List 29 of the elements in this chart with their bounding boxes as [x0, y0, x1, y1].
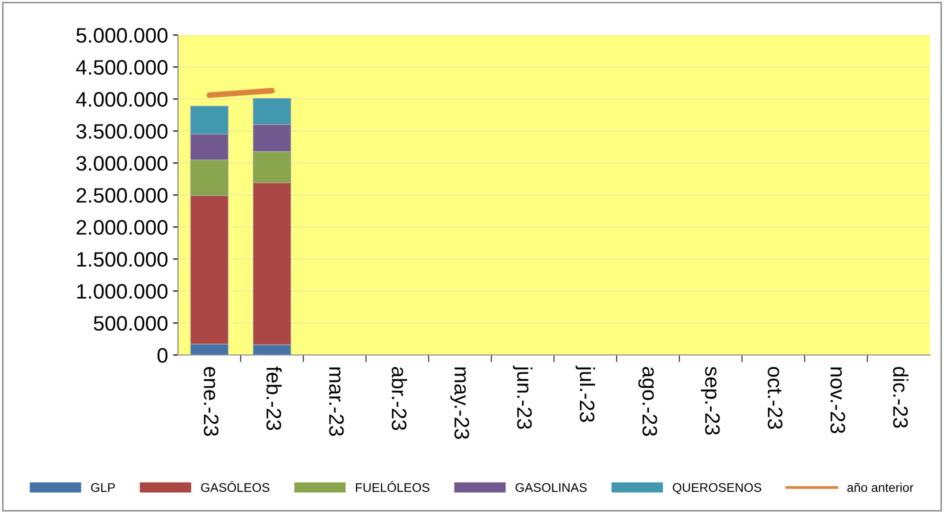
- y-tick-label: 0: [158, 348, 168, 363]
- legend-label: GASOLINAS: [516, 483, 587, 492]
- x-tick-label: dic.-23: [893, 366, 908, 428]
- legend-label: FUELÓLEOS: [356, 480, 430, 492]
- y-tick-label: 5.000.000: [76, 28, 168, 43]
- x-tick-label: ene.-23: [204, 366, 218, 436]
- y-tick-label: 1.000.000: [77, 284, 168, 299]
- x-tick-label: nov.-23: [830, 367, 846, 434]
- x-tick-label: mar.-23: [329, 367, 344, 436]
- y-tick-label: 2.000.000: [76, 220, 168, 235]
- x-tick-label: ago.-23: [638, 366, 658, 436]
- x-tick-label: oct.-23: [768, 366, 782, 429]
- x-tick-label: sep.-23: [700, 366, 720, 435]
- x-tick-label: feb.-23: [266, 366, 282, 430]
- legend-label: QUEROSENOS: [672, 483, 762, 494]
- y-tick-label: 500.000: [94, 316, 168, 331]
- y-tick-label: 1.500.000: [77, 252, 168, 267]
- legend-label: GASÓLEOS: [201, 480, 270, 492]
- y-tick-label: 3.500.000: [76, 124, 168, 139]
- x-tick-label: abr.-23: [392, 366, 408, 430]
- y-tick-label: 2.500.000: [76, 188, 168, 203]
- x-tick-label: jun.-23: [512, 366, 532, 429]
- legend-label: año anterior: [847, 482, 914, 492]
- y-tick-label: 3.000.000: [76, 156, 168, 171]
- legend-label: GLP: [91, 483, 115, 492]
- y-tick-label: 4.000.000: [76, 92, 168, 107]
- x-tick-label: may.-23: [450, 367, 470, 439]
- y-tick-label: 4.500.000: [76, 60, 168, 75]
- x-tick-label: jul.-23: [576, 366, 596, 422]
